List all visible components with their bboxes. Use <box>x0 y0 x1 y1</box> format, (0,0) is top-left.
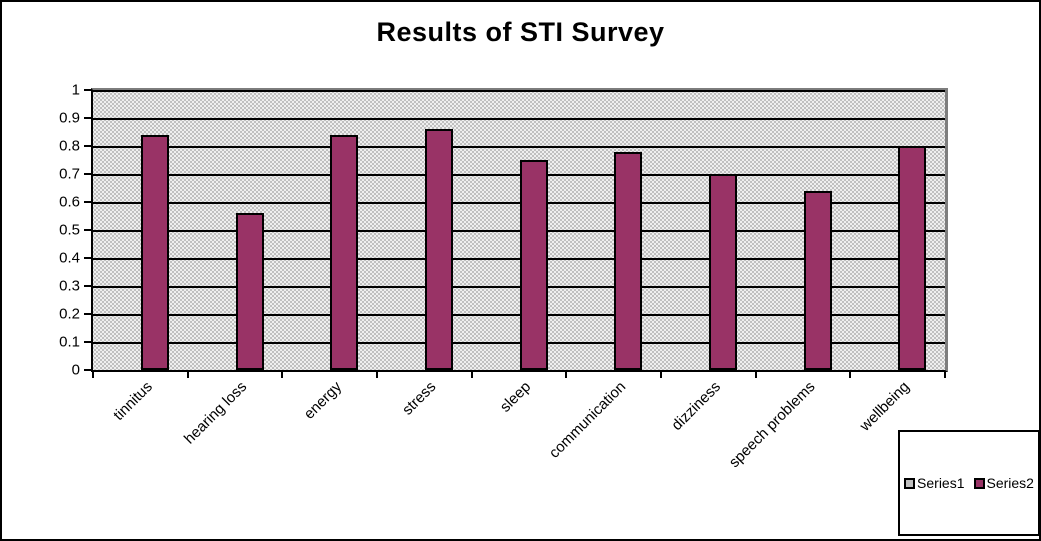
y-axis-label: 1 <box>71 81 80 99</box>
bar-sleep <box>519 160 548 370</box>
x-axis-tick <box>92 372 94 378</box>
x-axis-tick <box>281 372 284 378</box>
y-axis-tick <box>84 201 91 203</box>
x-axis-tick <box>849 372 852 378</box>
legend-marker-series1 <box>904 477 916 489</box>
x-category-label-text: sleep <box>496 378 535 416</box>
x-axis-tick <box>376 372 378 378</box>
y-axis-tick <box>84 229 91 231</box>
y-axis-tick <box>84 173 91 175</box>
legend-marker-series2 <box>973 477 985 489</box>
y-axis-label: 0.7 <box>59 165 80 183</box>
gridline <box>93 286 945 288</box>
x-category-label-text: tinnitus <box>110 378 156 424</box>
x-category-label-text: speech problems <box>725 378 819 472</box>
bar-communication <box>614 151 643 370</box>
x-category-label-text: energy <box>300 378 345 423</box>
y-axis-tick <box>84 341 91 343</box>
y-axis-label: 0.9 <box>59 109 80 127</box>
gridline <box>93 230 945 232</box>
y-axis-label: 0.6 <box>59 193 80 211</box>
legend-entry-series2: Series2 <box>973 475 1034 491</box>
bar-hearing-loss <box>235 213 264 370</box>
gridline <box>93 202 945 204</box>
bar-wellbeing <box>898 146 927 370</box>
x-axis-tick <box>565 372 568 378</box>
gridline <box>93 118 945 120</box>
bar-energy <box>330 134 359 370</box>
legend-entry-series1: Series1 <box>904 475 965 491</box>
y-axis-tick <box>84 313 91 315</box>
y-axis-tick <box>84 145 91 147</box>
x-axis-tick <box>470 372 473 378</box>
x-axis-tick <box>660 372 662 378</box>
gridline <box>93 314 945 316</box>
y-axis-label: 0.1 <box>59 333 80 351</box>
y-axis-tick <box>84 257 91 259</box>
x-category-label-text: communication <box>545 378 629 462</box>
gridline <box>93 174 945 176</box>
y-axis-tick <box>84 285 91 287</box>
chart-title: Results of STI Survey <box>376 17 665 47</box>
y-axis-tick <box>84 89 91 91</box>
x-axis-tick <box>754 372 757 378</box>
x-category-label-text: wellbeing <box>856 378 913 435</box>
gridline <box>93 146 945 148</box>
y-axis-label: 0.5 <box>59 221 80 239</box>
x-category-label-text: dizziness <box>667 378 724 434</box>
y-axis-label: 0.8 <box>59 137 80 155</box>
bar-dizziness <box>709 174 737 370</box>
x-category-label-text: stress <box>399 378 440 419</box>
bar-speech-problems <box>803 190 832 370</box>
legend: Series1 Series2 <box>898 430 1039 536</box>
x-axis-tick <box>186 372 189 378</box>
y-axis-label: 0.4 <box>59 249 80 267</box>
gridline <box>93 258 945 260</box>
x-category-label-text: hearing loss <box>181 378 251 448</box>
x-axis-tick <box>944 372 946 378</box>
plot-area <box>91 88 948 372</box>
y-axis-tick <box>84 117 91 119</box>
legend-label-series2: Series2 <box>986 475 1034 491</box>
bar-stress <box>425 129 453 370</box>
legend-label-series1: Series1 <box>917 475 965 491</box>
y-axis-label: 0 <box>71 361 80 379</box>
bar-tinnitus <box>141 134 169 370</box>
gridline <box>93 90 945 92</box>
y-axis-label: 0.2 <box>59 305 80 323</box>
y-axis-label: 0.3 <box>59 277 80 295</box>
y-axis-tick <box>84 369 91 371</box>
gridline <box>93 342 945 344</box>
